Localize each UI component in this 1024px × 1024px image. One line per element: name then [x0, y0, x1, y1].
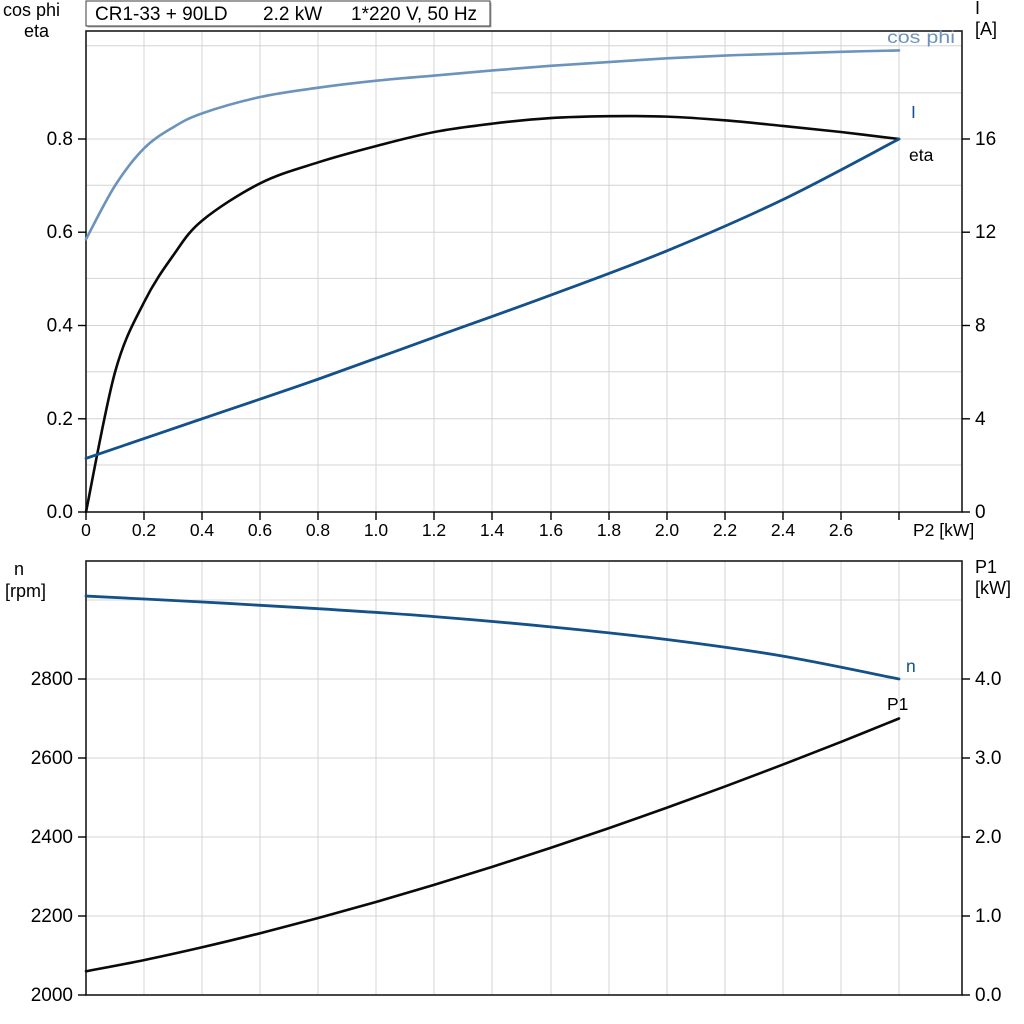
svg-text:0.6: 0.6 [248, 520, 272, 540]
svg-text:eta: eta [909, 145, 934, 165]
svg-text:1.0: 1.0 [975, 906, 1001, 927]
svg-text:n: n [14, 559, 24, 579]
svg-text:2600: 2600 [31, 748, 73, 769]
svg-text:1.0: 1.0 [364, 520, 389, 540]
svg-text:0.0: 0.0 [47, 502, 73, 523]
svg-text:0.0: 0.0 [975, 985, 1001, 1006]
svg-text:cos phi: cos phi [887, 27, 955, 47]
svg-text:[kW]: [kW] [975, 578, 1011, 598]
svg-text:[A]: [A] [975, 19, 997, 39]
svg-text:4: 4 [975, 409, 986, 430]
svg-text:P2 [kW]: P2 [kW] [913, 520, 974, 540]
svg-text:[rpm]: [rpm] [5, 581, 46, 601]
svg-text:2.2: 2.2 [713, 520, 737, 540]
svg-text:0.8: 0.8 [306, 520, 330, 540]
svg-text:0.4: 0.4 [47, 316, 74, 337]
svg-text:0.4: 0.4 [190, 520, 215, 540]
svg-text:0.2: 0.2 [132, 520, 156, 540]
svg-text:CR1-33 + 90LD 2.2 kW 1*220: CR1-33 + 90LD 2.2 kW 1*220 V, 50 Hz [95, 4, 477, 25]
svg-text:0.2: 0.2 [47, 409, 73, 430]
svg-text:I: I [975, 0, 980, 18]
svg-text:2.0: 2.0 [655, 520, 680, 540]
svg-text:P1: P1 [975, 557, 997, 577]
svg-text:P1: P1 [887, 694, 908, 714]
svg-text:2200: 2200 [31, 906, 73, 927]
svg-text:2.6: 2.6 [829, 520, 853, 540]
svg-text:1.8: 1.8 [597, 520, 621, 540]
svg-text:8: 8 [975, 316, 986, 337]
svg-text:16: 16 [975, 129, 996, 150]
svg-text:4.0: 4.0 [975, 669, 1001, 690]
svg-text:2400: 2400 [31, 827, 73, 848]
svg-text:2.0: 2.0 [975, 827, 1001, 848]
svg-text:1.4: 1.4 [480, 520, 505, 540]
svg-text:eta: eta [24, 21, 50, 41]
svg-text:2000: 2000 [31, 985, 73, 1006]
svg-text:1.6: 1.6 [539, 520, 563, 540]
svg-text:n: n [906, 656, 916, 676]
svg-text:2.4: 2.4 [771, 520, 796, 540]
svg-text:1.2: 1.2 [422, 520, 446, 540]
svg-text:cos phi: cos phi [3, 0, 60, 20]
svg-text:3.0: 3.0 [975, 748, 1001, 769]
svg-text:0: 0 [81, 520, 91, 540]
svg-text:0: 0 [975, 502, 986, 523]
svg-text:2800: 2800 [31, 669, 73, 690]
svg-text:12: 12 [975, 222, 996, 243]
svg-text:I: I [911, 102, 916, 122]
svg-text:0.6: 0.6 [47, 222, 73, 243]
svg-text:0.8: 0.8 [47, 129, 73, 150]
